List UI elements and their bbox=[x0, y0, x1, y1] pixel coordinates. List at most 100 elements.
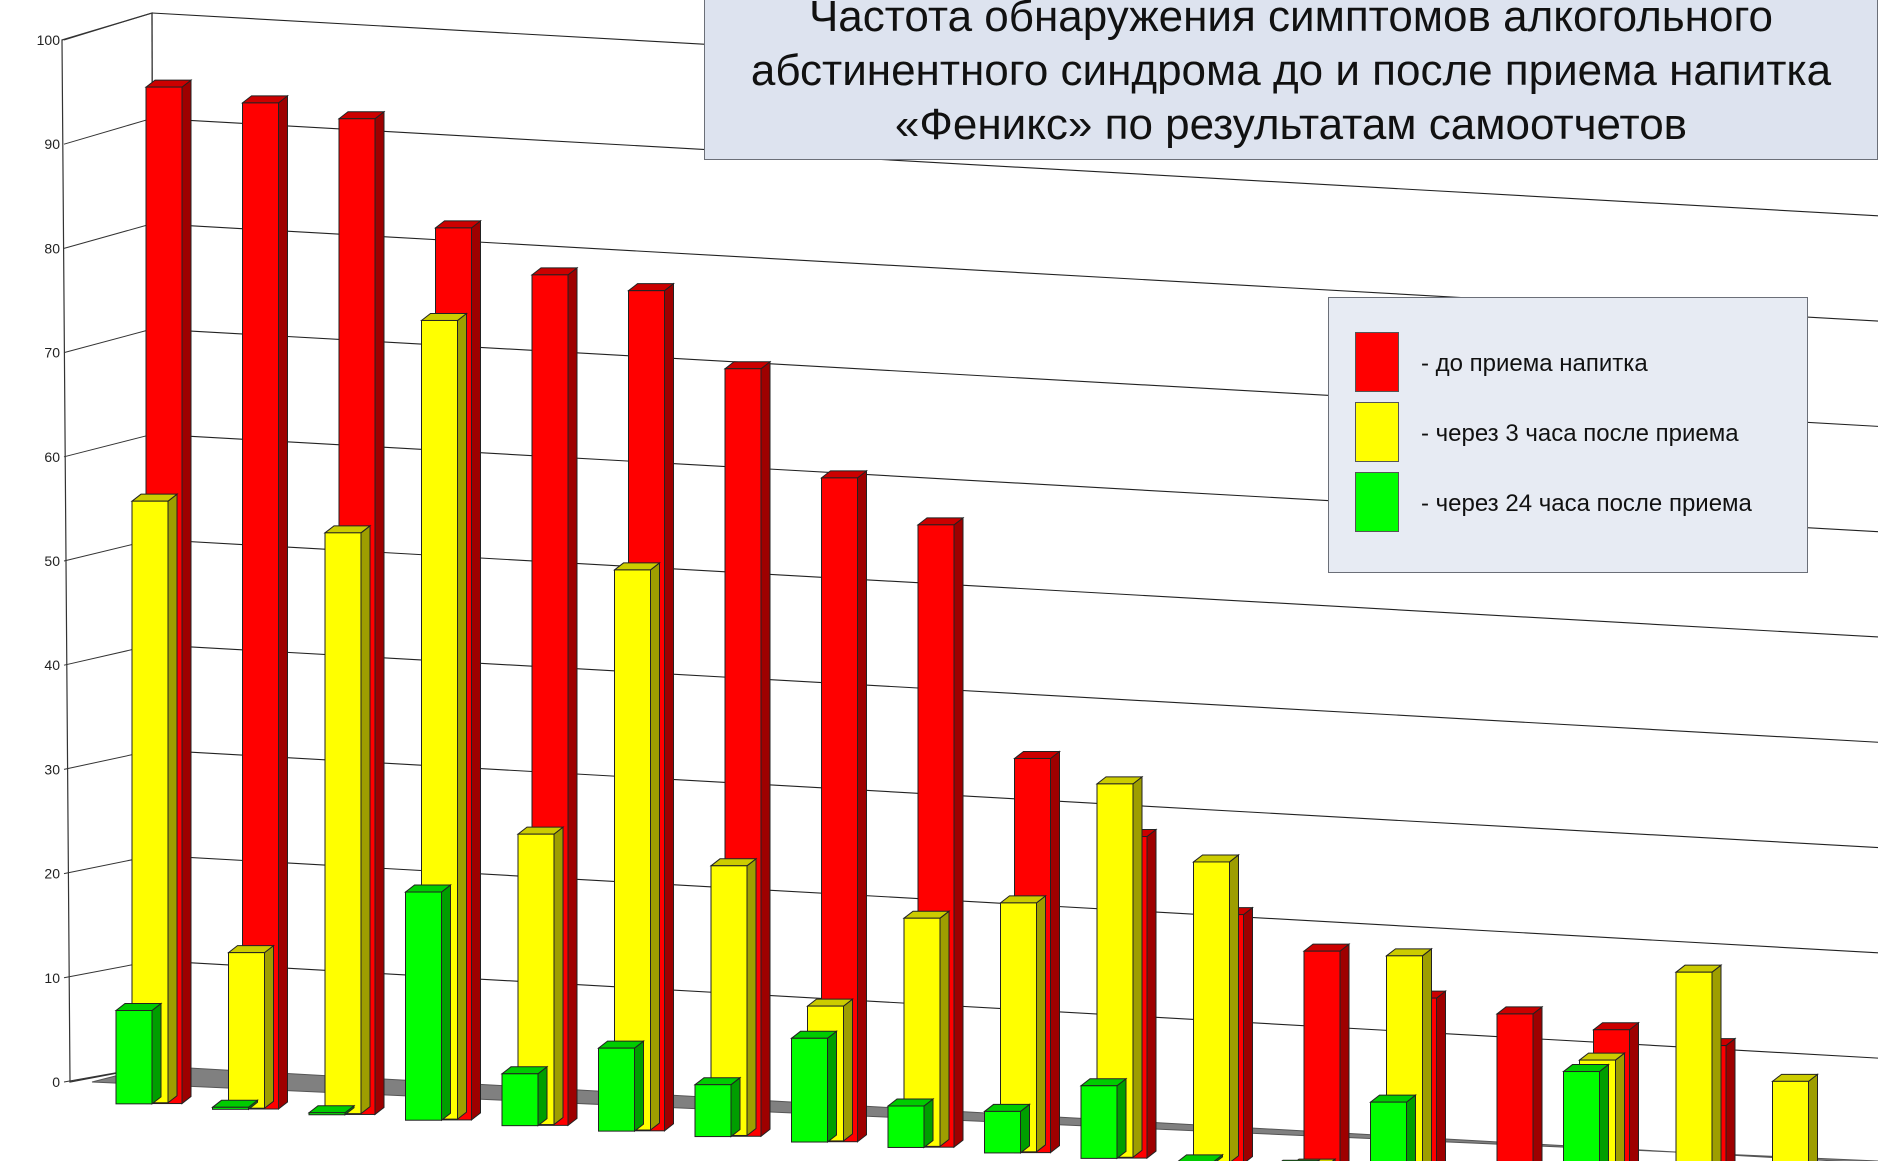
gridline-90 bbox=[152, 117, 1878, 217]
legend-swatch-24h bbox=[1355, 472, 1399, 532]
bar-s0-c7 bbox=[820, 469, 868, 1143]
bar-s0-c9-side bbox=[1050, 750, 1060, 1154]
bar-s1-c7-side bbox=[843, 998, 853, 1142]
bar-s1-c0-face bbox=[131, 500, 169, 1104]
bar-s2-c0-side bbox=[151, 1002, 162, 1105]
bar-s2-c13-face bbox=[1370, 1101, 1407, 1161]
bar-s1-c6-side bbox=[746, 857, 757, 1137]
bar-s0-c14-face bbox=[1496, 1013, 1534, 1161]
bar-s2-c10-side bbox=[1116, 1077, 1127, 1160]
bar-s1-c0-side bbox=[167, 493, 178, 1104]
bar-s0-c0-side bbox=[181, 79, 192, 1105]
y-tick-label: 30 bbox=[44, 761, 60, 777]
bar-s1-c5-face bbox=[614, 569, 651, 1131]
y-tick-label: 100 bbox=[37, 32, 61, 48]
bar-s2-c7 bbox=[790, 1030, 838, 1144]
legend-swatch-3h bbox=[1355, 402, 1399, 462]
gridline-40 bbox=[153, 644, 1878, 743]
bar-s0-c6-side bbox=[760, 360, 771, 1138]
bar-s2-c0 bbox=[114, 1002, 163, 1105]
legend-label-before: - до приема напитка bbox=[1421, 350, 1648, 377]
y-tick-label: 0 bbox=[52, 1074, 60, 1090]
bar-s2-c7-side bbox=[827, 1030, 837, 1144]
bar-s0-c1-side bbox=[278, 94, 288, 1111]
chart-title: Частота обнаружения симптомов алкогольно… bbox=[750, 0, 1832, 149]
bar-s1-c0 bbox=[130, 493, 179, 1104]
legend-item-24h: - через 24 часа после приема bbox=[1355, 472, 1795, 534]
bar-s1-c3-side bbox=[457, 312, 467, 1121]
bar-s1-c5 bbox=[613, 561, 661, 1132]
bars bbox=[114, 79, 1819, 1161]
bar-s1-c16-side bbox=[1711, 964, 1722, 1161]
legend: - до приема напитка - через 3 часа после… bbox=[1328, 297, 1808, 573]
bar-s0-c12-side bbox=[1339, 943, 1350, 1161]
legend-label-3h: - через 3 часа после приема bbox=[1421, 420, 1739, 447]
bar-s2-c4-side bbox=[537, 1065, 548, 1127]
bar-s2-c3 bbox=[404, 884, 452, 1122]
y-tick-label: 60 bbox=[44, 449, 60, 465]
bar-s1-c9-side bbox=[1036, 894, 1046, 1153]
bar-s0-c12 bbox=[1302, 943, 1351, 1161]
bar-s1-c13-side bbox=[1422, 947, 1432, 1161]
bar-s1-c2-face bbox=[324, 532, 362, 1115]
bar-s2-c10-face bbox=[1080, 1085, 1118, 1159]
bar-s2-c0-face bbox=[115, 1010, 153, 1105]
bar-s1-c8-side bbox=[939, 910, 950, 1148]
bar-s0-c16-side bbox=[1725, 1037, 1736, 1161]
bar-s2-c13-side bbox=[1406, 1094, 1416, 1161]
bar-s2-c6-side bbox=[730, 1076, 741, 1138]
chart-title-box: Частота обнаружения симптомов алкогольно… bbox=[704, 0, 1878, 160]
bar-s1-c17-side bbox=[1808, 1073, 1818, 1161]
y-axis-ticks: 0 10 20 30 40 50 60 70 80 90 100 bbox=[37, 32, 61, 1090]
bar-s1-c11 bbox=[1192, 853, 1240, 1161]
bar-s2-c2-face bbox=[308, 1112, 346, 1116]
bar-s1-c11-face bbox=[1193, 861, 1230, 1161]
wall-diagonal-80 bbox=[63, 223, 153, 249]
bar-s0-c15-side bbox=[1629, 1021, 1639, 1161]
bar-s2-c5 bbox=[597, 1040, 645, 1133]
bar-s1-c16-face bbox=[1675, 971, 1713, 1161]
bar-s2-c8-face bbox=[887, 1105, 925, 1148]
bar-s2-c15-side bbox=[1599, 1063, 1609, 1161]
legend-swatch-before bbox=[1355, 332, 1399, 392]
bar-s2-c1-face bbox=[212, 1106, 249, 1110]
bar-s0-c1-face bbox=[242, 102, 279, 1110]
bar-s1-c15-side bbox=[1615, 1052, 1625, 1161]
bar-s2-c8 bbox=[886, 1097, 935, 1149]
bar-s0-c1 bbox=[241, 94, 289, 1111]
bar-s0-c14-side bbox=[1532, 1005, 1543, 1161]
bar-s0-c13-side bbox=[1436, 990, 1446, 1161]
bar-s1-c1-face bbox=[228, 952, 265, 1109]
bar-s1-c17-face bbox=[1772, 1080, 1809, 1161]
bar-s1-c1 bbox=[227, 944, 275, 1110]
y-tick-label: 80 bbox=[44, 240, 60, 256]
bar-s2-c5-face bbox=[598, 1047, 635, 1132]
bar-s2-c8-side bbox=[923, 1097, 934, 1149]
bar-s1-c5-side bbox=[650, 561, 660, 1132]
bar-s1-c4-side bbox=[553, 826, 564, 1126]
legend-item-before: - до приема напитка bbox=[1355, 332, 1795, 394]
bar-s2-c13 bbox=[1369, 1094, 1417, 1161]
bar-s1-c10 bbox=[1095, 775, 1144, 1159]
bar-s0-c14 bbox=[1495, 1005, 1544, 1161]
bar-s1-c11-side bbox=[1229, 853, 1239, 1161]
bar-s2-c6-face bbox=[694, 1084, 732, 1138]
bar-s2-c7-face bbox=[791, 1037, 828, 1143]
bar-s2-c1 bbox=[211, 1099, 259, 1111]
wall-diagonal-60 bbox=[63, 433, 153, 458]
wall-diagonal-90 bbox=[63, 117, 153, 145]
y-tick-label: 40 bbox=[44, 657, 60, 673]
bar-s2-c10 bbox=[1079, 1077, 1128, 1160]
bar-s2-c15-face bbox=[1563, 1071, 1600, 1161]
bar-s2-c11-top bbox=[1177, 1154, 1224, 1161]
y-tick-label: 90 bbox=[44, 136, 60, 152]
legend-label-24h: - через 24 часа после приема bbox=[1421, 490, 1752, 517]
bar-s2-c2 bbox=[307, 1104, 356, 1116]
bar-s2-c11 bbox=[1177, 1153, 1224, 1161]
bar-s2-c3-side bbox=[441, 884, 451, 1122]
bar-s0-c12-face bbox=[1303, 950, 1341, 1161]
y-tick-label: 50 bbox=[44, 553, 60, 569]
bar-s1-c10-side bbox=[1132, 775, 1143, 1159]
bar-s2-c5-side bbox=[634, 1040, 644, 1133]
